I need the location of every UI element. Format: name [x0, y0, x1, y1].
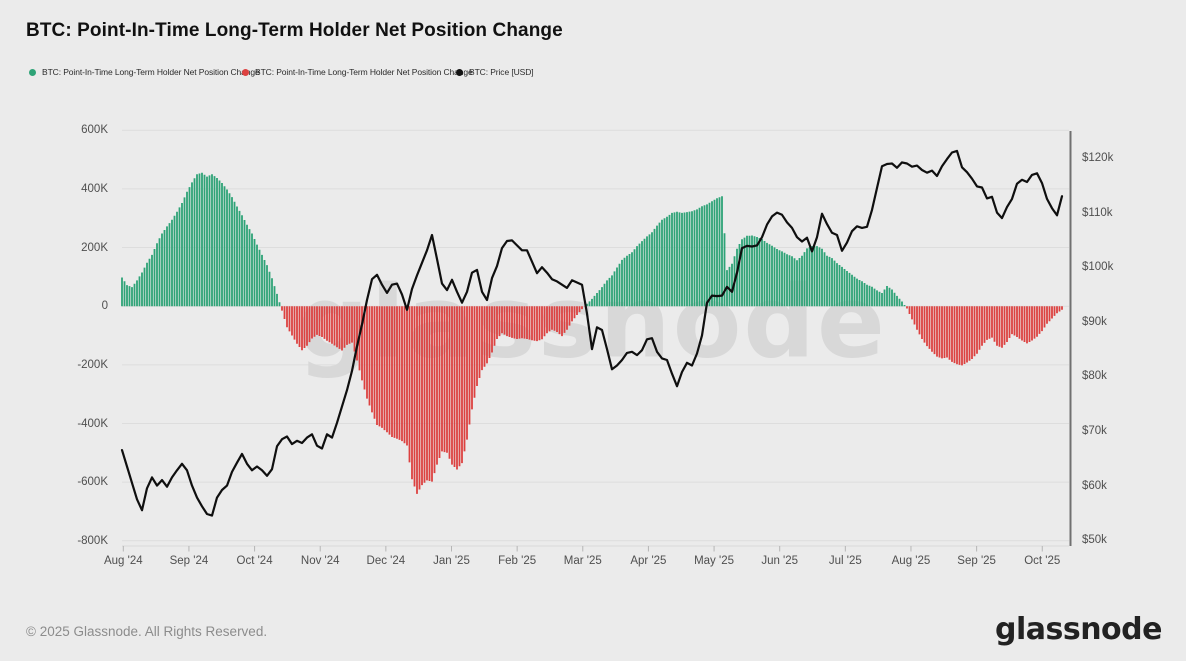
y-right-tick-label: $110k — [1082, 206, 1113, 219]
x-month-label: Aug '25 — [891, 555, 931, 567]
y-left-tick-label: -200K — [77, 358, 108, 371]
y-right-tick-label: $90k — [1082, 315, 1107, 328]
y-left-tick-label: 200K — [81, 241, 108, 254]
x-month-label: Oct '25 — [1024, 555, 1061, 567]
y-right-tick-label: $120k — [1082, 152, 1114, 164]
green-dot-icon — [29, 68, 36, 76]
x-month-label: Sep '25 — [957, 555, 996, 567]
copyright-text: © 2025 Glassnode. All Rights Reserved. — [26, 624, 268, 639]
x-month-label: Jul '25 — [828, 555, 862, 567]
price-line — [120, 149, 1064, 517]
y-right-tick-label: $100k — [1082, 261, 1114, 274]
x-month-label: Nov '24 — [300, 555, 340, 567]
legend-item-ltn-positive[interactable]: BTC: Point-In-Time Long-Term Holder Net … — [29, 67, 260, 77]
y-left-tick-label: 600K — [81, 124, 108, 137]
x-month-label: Sep '24 — [169, 555, 209, 567]
legend-item-label: BTC: Point-In-Time Long-Term Holder Net … — [255, 67, 473, 77]
legend-item-label: BTC: Point-In-Time Long-Term Holder Net … — [42, 67, 260, 77]
legend-item-ltn-negative[interactable]: BTC: Point-In-Time Long-Term Holder Net … — [242, 67, 473, 77]
x-month-label: Mar '25 — [563, 555, 602, 567]
x-month-label: Aug '24 — [103, 555, 143, 567]
x-month-label: Dec '24 — [366, 555, 406, 567]
legend-item-btc-price[interactable]: BTC: Price [USD] — [456, 67, 534, 77]
red-dot-icon — [242, 68, 249, 76]
y-left-tick-label: -600K — [77, 476, 108, 489]
black-dot-icon — [456, 68, 463, 76]
y-left-tick-label: -400K — [77, 417, 108, 430]
x-month-label: May '25 — [694, 555, 734, 567]
page-title: BTC: Point-In-Time Long-Term Holder Net … — [26, 20, 563, 41]
glassnode-watermark: glassnode — [297, 264, 887, 381]
x-month-label: Feb '25 — [498, 555, 537, 567]
y-left-tick-label: 0 — [101, 300, 108, 313]
y-left-tick-label: 400K — [81, 182, 108, 195]
x-month-label: Oct '24 — [236, 555, 273, 567]
y-right-tick-label: $50k — [1082, 534, 1107, 547]
y-right-tick-label: $80k — [1082, 370, 1107, 383]
y-left-tick-label: -800K — [77, 534, 108, 547]
y-right-tick-label: $70k — [1082, 425, 1107, 437]
y-right-tick-label: $60k — [1082, 479, 1107, 492]
x-month-label: Jun '25 — [761, 555, 799, 567]
bars-positive — [121, 172, 906, 307]
x-month-label: Apr '25 — [630, 555, 667, 567]
bars-negative — [281, 306, 1063, 494]
glassnode-logo: glassnode — [994, 612, 1163, 647]
x-month-label: Jan '25 — [433, 555, 470, 567]
legend-item-label: BTC: Price [USD] — [469, 67, 534, 77]
